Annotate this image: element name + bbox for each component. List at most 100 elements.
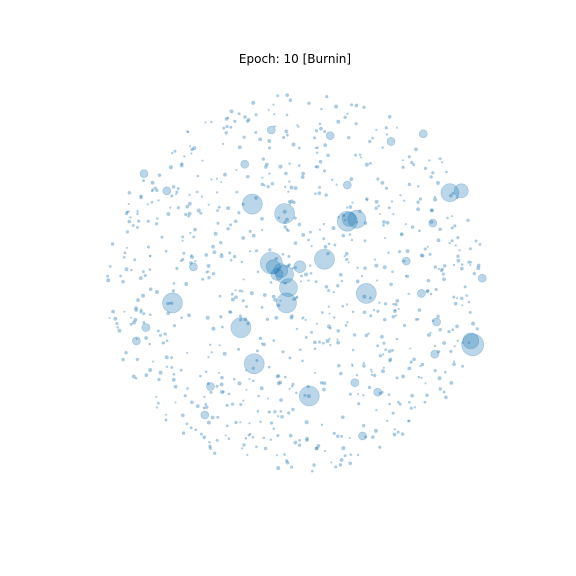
scatter-point bbox=[445, 170, 448, 174]
scatter-point bbox=[163, 332, 167, 336]
scatter-point bbox=[271, 294, 276, 299]
scatter-point bbox=[169, 206, 172, 209]
scatter-point bbox=[436, 238, 441, 243]
scatter-point bbox=[295, 296, 298, 300]
scatter-point bbox=[376, 279, 379, 282]
scatter-point bbox=[393, 309, 397, 314]
scatter-point bbox=[171, 377, 176, 382]
scatter-point bbox=[373, 373, 377, 378]
scatter-point bbox=[340, 434, 344, 438]
scatter-point bbox=[232, 377, 236, 381]
scatter-point bbox=[243, 115, 247, 119]
scatter-point bbox=[293, 216, 297, 220]
scatter-point bbox=[341, 213, 346, 218]
scatter-point bbox=[115, 321, 119, 326]
scatter-point bbox=[143, 274, 147, 278]
scatter-point bbox=[272, 339, 276, 342]
scatter-point bbox=[238, 318, 243, 322]
scatter-point bbox=[127, 219, 132, 224]
scatter-point-large bbox=[325, 131, 335, 140]
scatter-point bbox=[365, 198, 369, 201]
scatter-point bbox=[142, 312, 146, 316]
scatter-point bbox=[153, 186, 157, 190]
scatter-point bbox=[261, 157, 265, 161]
scatter-point bbox=[156, 217, 159, 220]
scatter-point bbox=[182, 251, 186, 255]
scatter-point bbox=[262, 342, 266, 347]
scatter-point bbox=[368, 161, 372, 165]
scatter-point bbox=[301, 171, 306, 176]
scatter-point bbox=[398, 250, 402, 254]
scatter-point bbox=[289, 202, 292, 205]
scatter-point bbox=[420, 362, 425, 367]
scatter-point bbox=[455, 324, 459, 329]
scatter-point bbox=[186, 387, 189, 390]
scatter-point bbox=[276, 466, 281, 471]
scatter-point bbox=[323, 169, 327, 173]
scatter-point bbox=[270, 182, 275, 186]
scatter-point bbox=[428, 159, 431, 162]
scatter-point bbox=[221, 325, 224, 329]
scatter-point bbox=[227, 392, 231, 396]
scatter-point bbox=[124, 211, 129, 216]
scatter-point bbox=[285, 228, 289, 231]
scatter-point bbox=[225, 124, 229, 129]
scatter-point bbox=[355, 221, 359, 224]
scatter-point bbox=[225, 424, 229, 428]
scatter-point bbox=[461, 304, 464, 307]
scatter-point bbox=[210, 415, 215, 420]
scatter-point bbox=[306, 394, 311, 399]
scatter-point bbox=[345, 257, 349, 262]
scatter-point-large bbox=[279, 278, 298, 298]
scatter-point bbox=[440, 161, 444, 164]
scatter-point bbox=[245, 305, 248, 309]
scatter-point bbox=[344, 324, 348, 327]
scatter-point bbox=[229, 109, 234, 114]
scatter-point bbox=[323, 449, 327, 452]
scatter-point bbox=[343, 254, 346, 258]
scatter-point bbox=[156, 329, 160, 333]
scatter-point bbox=[272, 427, 276, 431]
scatter-point bbox=[392, 432, 397, 437]
scatter-point bbox=[468, 310, 472, 315]
scatter-point bbox=[255, 359, 259, 362]
scatter-point bbox=[448, 241, 451, 245]
scatter-point bbox=[219, 390, 224, 395]
scatter-point bbox=[380, 334, 384, 339]
scatter-point bbox=[458, 249, 461, 252]
scatter-point-large bbox=[274, 203, 295, 224]
scatter-point bbox=[235, 190, 239, 194]
scatter-point bbox=[170, 365, 174, 369]
scatter-point bbox=[192, 146, 197, 151]
scatter-point bbox=[409, 360, 413, 364]
scatter-point bbox=[318, 159, 323, 164]
scatter-point bbox=[286, 229, 290, 233]
scatter-point bbox=[244, 436, 248, 440]
scatter-point bbox=[468, 247, 472, 251]
scatter-point bbox=[416, 185, 420, 188]
scatter-point-large bbox=[453, 183, 469, 199]
scatter-point bbox=[216, 415, 220, 419]
scatter-point bbox=[135, 337, 138, 340]
scatter-point bbox=[179, 368, 183, 372]
scatter-point bbox=[239, 421, 242, 424]
scatter-point bbox=[218, 294, 222, 298]
scatter-point bbox=[187, 201, 192, 206]
scatter-point bbox=[408, 400, 411, 404]
scatter-point bbox=[228, 251, 232, 255]
scatter-point bbox=[113, 316, 118, 321]
scatter-point bbox=[273, 297, 278, 302]
scatter-point bbox=[304, 420, 309, 425]
scatter-point bbox=[287, 190, 290, 193]
scatter-point bbox=[164, 413, 167, 416]
scatter-point bbox=[277, 216, 280, 220]
scatter-point bbox=[246, 175, 250, 179]
scatter-point bbox=[376, 177, 380, 181]
scatter-point bbox=[284, 171, 288, 176]
scatter-point bbox=[139, 310, 143, 314]
scatter-point bbox=[460, 263, 464, 266]
scatter-point bbox=[313, 347, 317, 351]
scatter-point bbox=[279, 410, 283, 413]
scatter-point bbox=[403, 323, 407, 328]
scatter-point bbox=[176, 206, 180, 210]
